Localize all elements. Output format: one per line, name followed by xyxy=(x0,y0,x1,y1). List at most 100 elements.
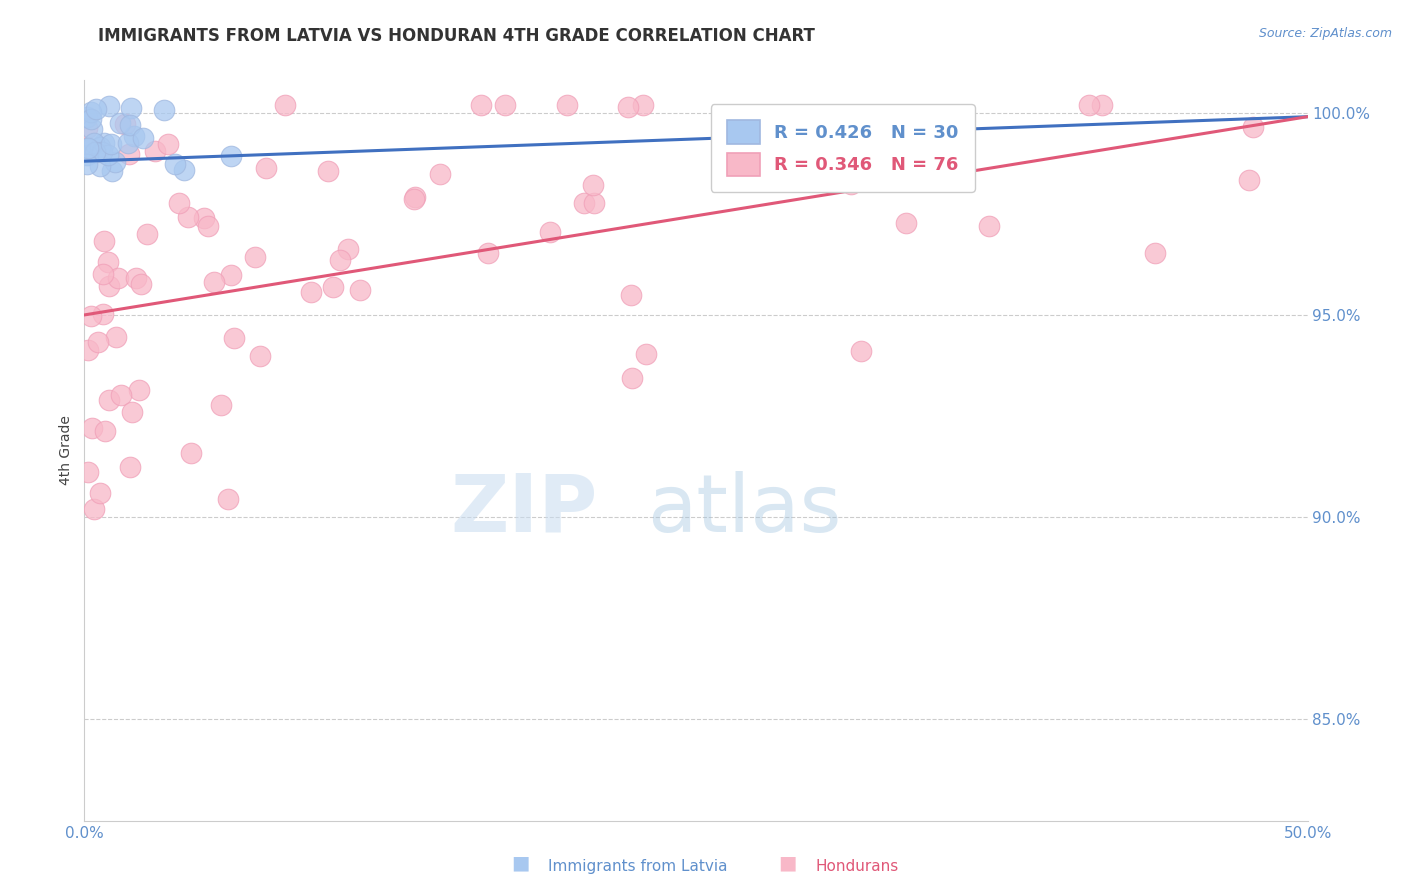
Point xyxy=(90,145,112,159)
Y-axis label: 4th Grade: 4th Grade xyxy=(59,416,73,485)
Point xyxy=(93,136,115,150)
Point xyxy=(254,161,277,176)
Point xyxy=(243,250,266,264)
Text: Source: ZipAtlas.com: Source: ZipAtlas.com xyxy=(1258,27,1392,40)
Point xyxy=(429,167,451,181)
Point xyxy=(97,255,120,269)
Point xyxy=(1241,120,1264,134)
Point xyxy=(153,103,176,118)
Point xyxy=(93,234,115,248)
Point xyxy=(219,268,242,282)
Point xyxy=(135,227,157,241)
Point xyxy=(470,97,492,112)
Text: IMMIGRANTS FROM LATVIA VS HONDURAN 4TH GRADE CORRELATION CHART: IMMIGRANTS FROM LATVIA VS HONDURAN 4TH G… xyxy=(98,27,815,45)
Point xyxy=(76,466,98,480)
Point xyxy=(110,388,132,402)
Point xyxy=(97,99,120,113)
Point xyxy=(329,253,352,268)
Point xyxy=(349,283,371,297)
Point xyxy=(77,343,100,357)
Point xyxy=(104,154,127,169)
Point xyxy=(180,446,202,460)
Text: atlas: atlas xyxy=(647,471,841,549)
Point xyxy=(108,116,131,130)
Point xyxy=(83,136,105,150)
Point xyxy=(80,421,103,435)
Point xyxy=(494,97,516,112)
Point xyxy=(217,492,239,507)
Point xyxy=(157,136,180,151)
Text: ■: ■ xyxy=(510,854,530,872)
Point xyxy=(636,346,658,360)
Point xyxy=(572,195,595,210)
Point xyxy=(143,144,166,158)
Point xyxy=(620,288,643,302)
Point xyxy=(299,285,322,300)
Point xyxy=(617,100,640,114)
Point xyxy=(221,149,243,163)
Point xyxy=(1077,97,1099,112)
Point xyxy=(89,486,111,500)
Point xyxy=(77,141,100,155)
Point xyxy=(538,225,561,239)
Point xyxy=(76,147,98,161)
Point xyxy=(80,122,103,136)
Point xyxy=(118,459,141,474)
Point xyxy=(193,211,215,226)
Point xyxy=(100,137,122,152)
Point xyxy=(114,117,136,131)
Point xyxy=(779,127,801,141)
Point xyxy=(91,267,114,281)
Point xyxy=(117,136,139,151)
Point xyxy=(105,329,128,343)
Point xyxy=(167,195,190,210)
Point xyxy=(224,331,246,345)
Point xyxy=(477,245,499,260)
Point xyxy=(209,398,232,412)
Point xyxy=(163,157,186,171)
Text: ZIP: ZIP xyxy=(451,471,598,549)
Point xyxy=(91,307,114,321)
Point xyxy=(402,193,425,207)
Point xyxy=(839,178,862,192)
Point xyxy=(87,335,110,350)
Point xyxy=(80,310,103,324)
Point xyxy=(827,172,849,186)
Point xyxy=(120,118,142,132)
Point xyxy=(631,97,654,112)
Point xyxy=(1239,173,1261,187)
Point xyxy=(101,164,124,178)
Point xyxy=(76,110,98,124)
Point xyxy=(89,159,111,173)
Point xyxy=(97,148,120,162)
Point xyxy=(84,102,107,116)
Point xyxy=(177,211,200,225)
Point xyxy=(132,131,155,145)
Point xyxy=(120,101,142,115)
Point xyxy=(129,277,152,291)
Point xyxy=(1091,97,1114,112)
Point xyxy=(76,120,98,135)
Point xyxy=(117,146,139,161)
Point xyxy=(121,405,143,419)
Point xyxy=(735,169,758,184)
Point xyxy=(851,344,873,359)
Point xyxy=(125,271,148,285)
Point xyxy=(79,142,101,156)
Point xyxy=(336,242,359,256)
Point xyxy=(316,164,339,178)
Point xyxy=(894,216,917,230)
Point xyxy=(93,424,115,438)
Point xyxy=(1143,246,1166,260)
Point xyxy=(89,140,111,154)
Point xyxy=(274,97,297,112)
Point xyxy=(977,219,1000,233)
Point xyxy=(202,276,225,290)
Point xyxy=(322,279,344,293)
Text: Immigrants from Latvia: Immigrants from Latvia xyxy=(548,859,728,874)
Text: Hondurans: Hondurans xyxy=(815,859,898,874)
Point xyxy=(249,349,271,363)
Point xyxy=(80,112,103,127)
Point xyxy=(404,190,426,204)
Point xyxy=(582,178,605,192)
